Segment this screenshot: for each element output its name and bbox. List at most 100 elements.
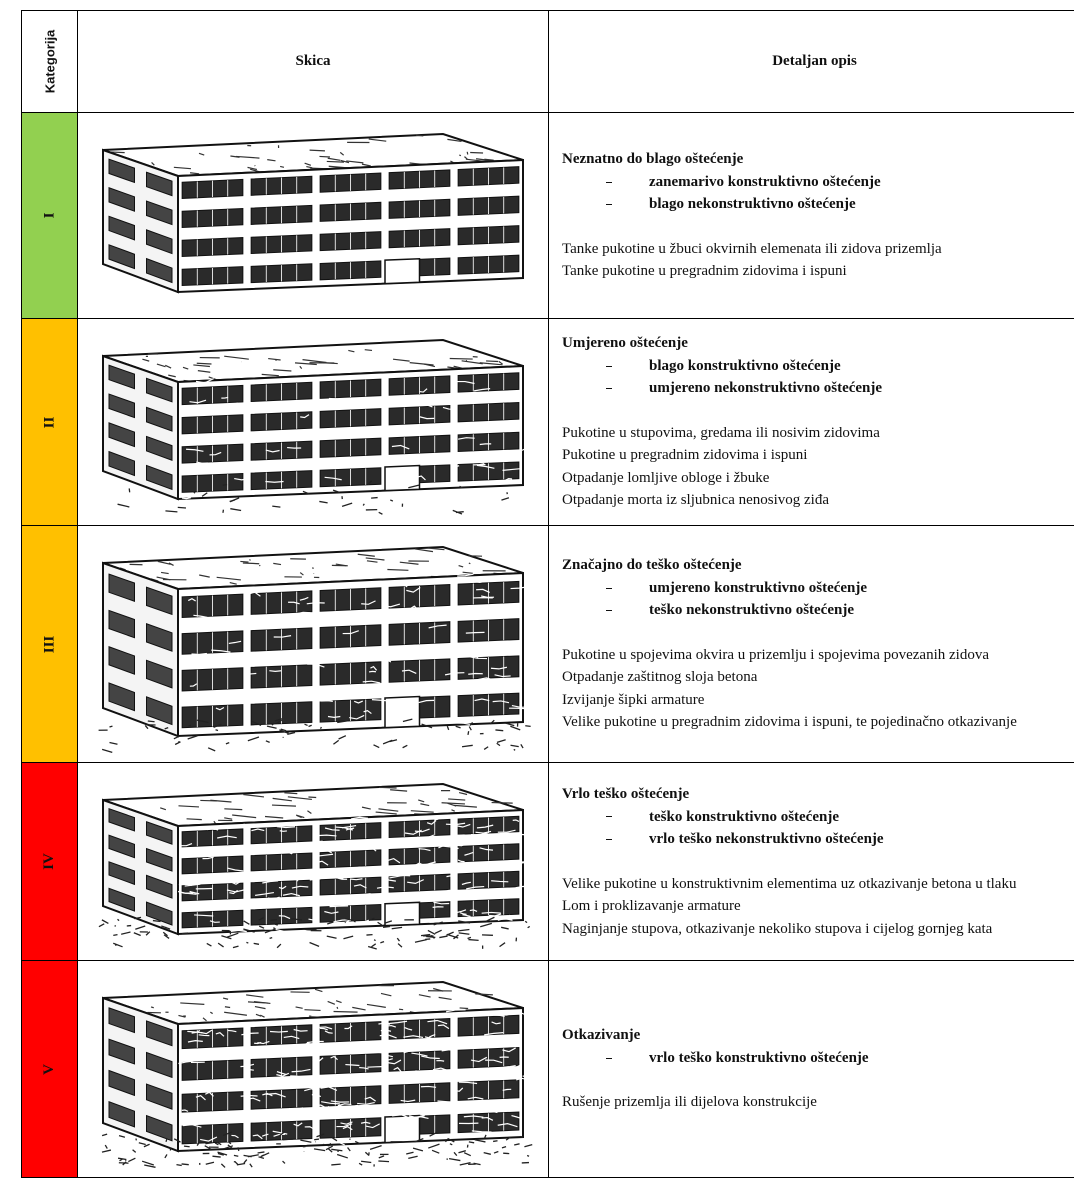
bullet-item: umjereno konstruktivno oštećenje xyxy=(562,577,1067,600)
debris xyxy=(359,1163,362,1165)
debris xyxy=(176,1164,181,1165)
debris xyxy=(392,927,402,928)
debris xyxy=(524,1144,532,1146)
debris xyxy=(493,1140,497,1141)
debris xyxy=(99,923,104,926)
debris xyxy=(244,1155,252,1156)
debris xyxy=(109,742,117,744)
debris xyxy=(468,731,469,735)
debris xyxy=(115,925,116,926)
debris xyxy=(244,1159,247,1162)
debris xyxy=(266,740,270,742)
damage-title: Vrlo teško oštećenje xyxy=(562,783,1067,806)
description-line: Lom i proklizavanje armature xyxy=(562,895,1067,918)
debris xyxy=(371,943,375,946)
debris xyxy=(497,739,506,742)
category-cell: III xyxy=(22,526,78,762)
debris xyxy=(144,1164,155,1166)
crack xyxy=(270,1031,288,1032)
bullet-dash xyxy=(606,204,612,205)
debris xyxy=(374,939,375,940)
debris xyxy=(484,746,488,749)
building-sketch xyxy=(78,964,548,1175)
debris xyxy=(165,1154,167,1158)
debris xyxy=(227,933,238,937)
bullet-text: umjereno nekonstruktivno oštećenje xyxy=(649,377,882,400)
bullet-text: teško nekonstruktivno oštećenje xyxy=(649,599,854,622)
category-cell: I xyxy=(22,113,78,318)
debris xyxy=(270,919,277,920)
crack xyxy=(407,1113,420,1114)
debris xyxy=(374,744,380,747)
header-row: Kategorija Skica Detaljan opis xyxy=(22,11,1074,113)
crack xyxy=(287,447,301,448)
crack xyxy=(369,671,376,672)
roof-hatch xyxy=(243,562,259,563)
spacer xyxy=(562,400,1067,422)
debris xyxy=(182,1163,189,1164)
debris xyxy=(383,740,392,744)
building-sketch xyxy=(78,322,548,523)
debris xyxy=(480,923,492,926)
debris xyxy=(468,939,478,940)
debris xyxy=(371,497,378,498)
roof-hatch xyxy=(319,156,330,157)
debris xyxy=(135,926,145,929)
debris xyxy=(380,941,384,942)
bullet-text: blago konstruktivno oštećenje xyxy=(649,355,841,378)
debris xyxy=(379,1155,384,1157)
crack xyxy=(271,590,288,591)
debris xyxy=(206,1162,214,1164)
debris xyxy=(495,729,503,730)
debris xyxy=(254,943,259,944)
bullet-dash xyxy=(606,366,612,367)
debris xyxy=(105,1145,107,1149)
debris xyxy=(230,508,241,510)
category-cell: IV xyxy=(22,763,78,960)
roof-hatch xyxy=(197,363,212,364)
debris xyxy=(331,1164,340,1165)
debris xyxy=(331,1149,342,1150)
debris xyxy=(102,919,108,923)
roof-hatch xyxy=(249,559,250,560)
description-line: Pukotine u stupovima, gredama ili nosivi… xyxy=(562,422,1067,445)
sketch-cell xyxy=(78,763,549,960)
description-line: Tanke pukotine u pregradnim zidovima i i… xyxy=(562,260,1067,283)
debris xyxy=(468,937,471,938)
debris xyxy=(370,1145,382,1149)
debris xyxy=(218,943,223,947)
debris xyxy=(166,926,167,928)
roof-hatch xyxy=(469,563,470,564)
crack xyxy=(280,830,287,831)
debris xyxy=(342,503,352,506)
roof-hatch xyxy=(399,1009,403,1010)
bullet-text: zanemarivo konstruktivno oštećenje xyxy=(649,171,881,194)
description-line: Otpadanje zaštitnog sloja betona xyxy=(562,666,1067,689)
sketch-cell xyxy=(78,319,549,525)
roof-hatch xyxy=(337,1007,338,1009)
bullet-dash xyxy=(606,839,612,840)
debris xyxy=(272,506,280,507)
debris xyxy=(102,749,112,752)
header-category: Kategorija xyxy=(42,30,57,94)
roof-hatch xyxy=(492,802,513,803)
description-line: Velike pukotine u pregradnim zidovima i … xyxy=(562,711,1067,734)
debris xyxy=(348,1147,351,1151)
crack xyxy=(249,1143,264,1144)
debris xyxy=(525,921,527,922)
debris xyxy=(339,735,346,738)
debris xyxy=(102,1134,107,1135)
crack xyxy=(367,1066,384,1067)
debris xyxy=(142,1161,154,1165)
debris xyxy=(428,930,435,934)
bullet-text: vrlo teško konstruktivno oštećenje xyxy=(649,1047,869,1070)
debris xyxy=(283,1139,294,1140)
debris xyxy=(379,512,383,514)
crack xyxy=(523,1076,543,1077)
